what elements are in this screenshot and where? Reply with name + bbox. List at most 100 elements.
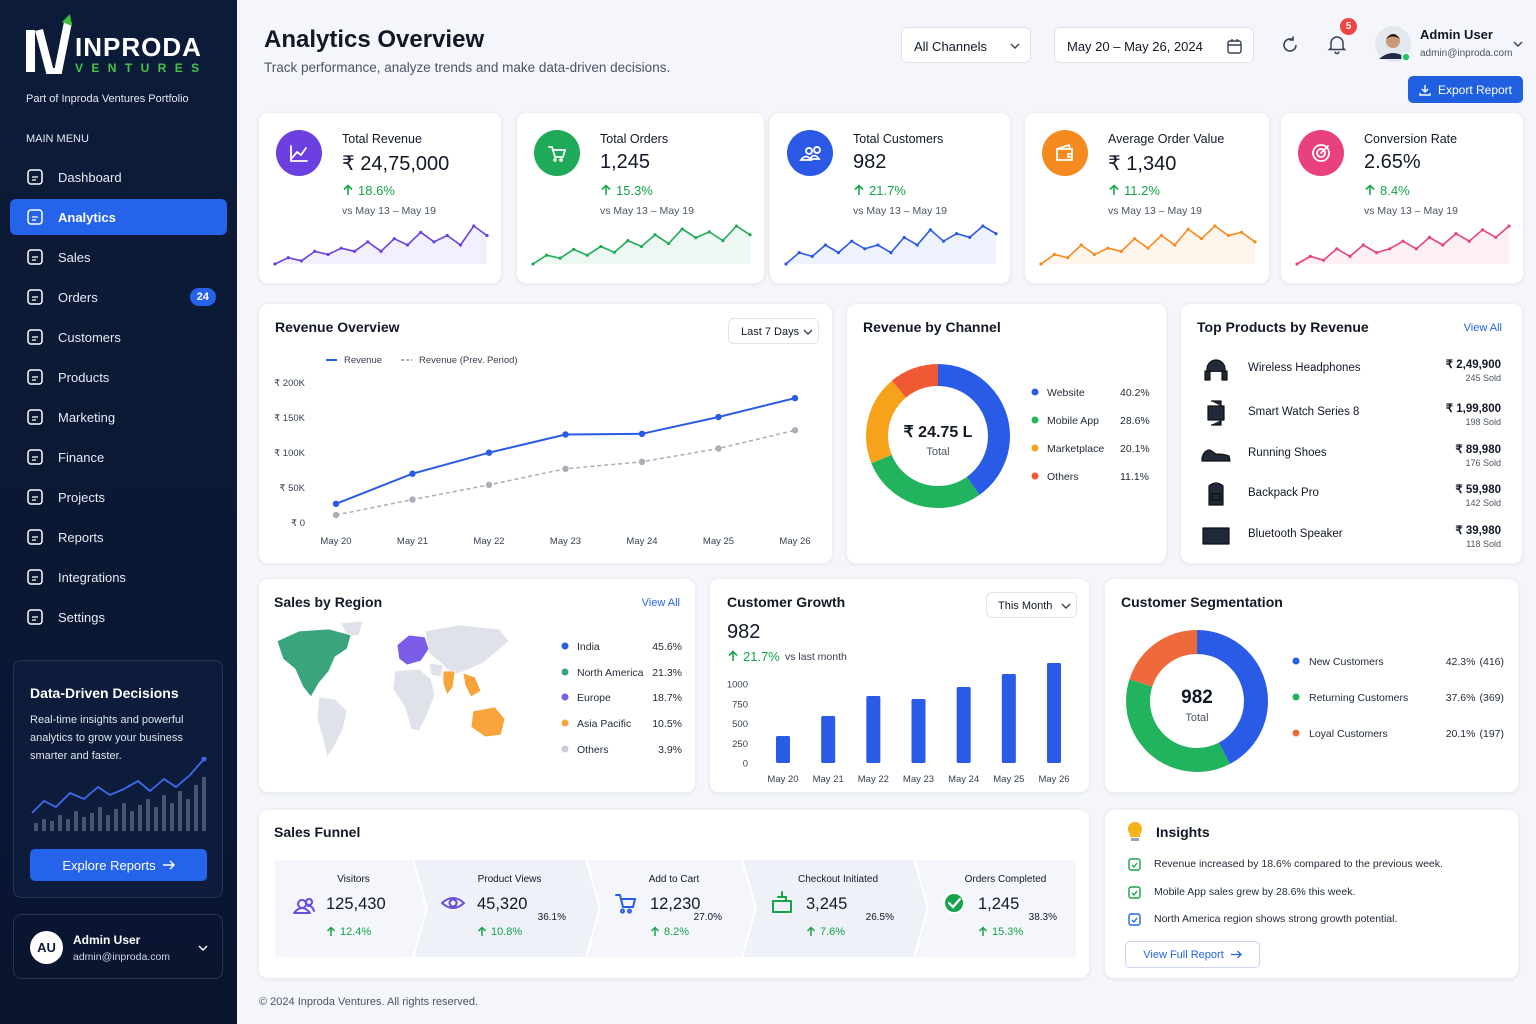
menu-item[interactable]: Reports <box>10 519 227 555</box>
menu-item[interactable]: Dashboard <box>10 159 227 195</box>
menu-item[interactable]: Products <box>10 359 227 395</box>
sparkline-point <box>366 240 370 244</box>
product-revenue: ₹ 2,49,900 <box>1445 359 1501 371</box>
menu-label: Dashboard <box>58 169 122 185</box>
chevron-icon <box>1513 41 1523 47</box>
notification-badge: 5 <box>1340 18 1357 35</box>
menu-item[interactable]: Projects <box>10 479 227 515</box>
arrow-up-icon <box>1109 184 1119 195</box>
sparkline-point <box>850 239 854 243</box>
legend-dot <box>1031 388 1039 396</box>
menu-item[interactable]: Finance <box>10 439 227 475</box>
series-point <box>791 427 799 434</box>
legend-label: North America <box>577 667 644 679</box>
user-avatar: AU <box>30 931 63 964</box>
sparkline-point <box>1159 233 1163 238</box>
menu-item[interactable]: Customers <box>10 319 227 355</box>
sparkline-point <box>392 237 396 241</box>
legend-label: Others <box>1047 471 1079 483</box>
legend-label: Revenue <box>344 355 382 366</box>
menu-icon-detail <box>32 176 38 181</box>
y-tick-label: 0 <box>743 759 748 770</box>
sparkline-point <box>1401 239 1405 243</box>
legend-label: India <box>577 641 600 653</box>
map-region <box>424 624 510 676</box>
sparkline-point <box>1441 243 1445 247</box>
full-report-button[interactable]: View Full Report <box>1125 941 1260 968</box>
sparkline-point <box>1295 262 1299 266</box>
sparkline-area <box>1297 226 1509 264</box>
sparkline-point <box>1092 252 1097 257</box>
kpi-change: 15.3% <box>616 183 653 198</box>
kpi-label: Average Order Value <box>1108 132 1225 146</box>
export-label: Export Report <box>1437 82 1513 97</box>
view-all-link[interactable]: View All <box>641 597 680 609</box>
view-all-link[interactable]: View All <box>1463 322 1502 334</box>
header-user-email: admin@inproda.com <box>1420 48 1513 59</box>
card-title: Customer Segmentation <box>1121 594 1283 610</box>
menu-icon <box>27 369 43 385</box>
menu-label: Integrations <box>58 569 126 585</box>
bell-icon[interactable] <box>1327 34 1347 55</box>
menu-icon-shape <box>27 529 43 545</box>
menu-icon-detail <box>32 616 38 621</box>
menu-icon-shape <box>27 209 43 225</box>
kpi-change: 21.7% <box>869 183 906 198</box>
arrow-up-icon <box>806 926 816 936</box>
kpi-card: Total Orders 1,245 15.3% vs May 13 – May 19 <box>516 112 765 284</box>
tagline: Part of Inproda Ventures Portfolio <box>26 93 189 105</box>
chevron-icon <box>198 945 208 951</box>
funnel-change: 8.2% <box>664 926 689 938</box>
menu-item[interactable]: Integrations <box>10 559 227 595</box>
funnel-icon <box>772 891 792 913</box>
menu-item[interactable]: Marketing <box>10 399 227 435</box>
menu-icon-detail <box>32 256 38 261</box>
explore-button[interactable]: Explore Reports <box>30 849 207 881</box>
funnel-value: 45,320 <box>477 895 527 913</box>
y-tick-label: ₹ 200K <box>274 378 306 389</box>
sparkline-point <box>1079 243 1083 247</box>
kpi-period: vs May 13 – May 19 <box>853 205 947 217</box>
map-region <box>462 672 482 698</box>
sparkline-point <box>734 224 739 228</box>
sparkline-point <box>286 256 290 260</box>
donut-chart: ₹ 24.75 L Total Website 40.2% Mobile App 28.6… <box>866 364 1150 508</box>
refresh-icon[interactable] <box>1280 35 1300 55</box>
sparkline-point <box>1173 243 1177 247</box>
promo-bars <box>34 777 206 831</box>
chevron-icon <box>803 329 813 335</box>
range-select[interactable]: This Month <box>986 592 1077 618</box>
donut-center-value: ₹ 24.75 L <box>904 424 973 441</box>
legend-dot <box>1031 472 1039 480</box>
menu-label: Orders <box>58 289 98 305</box>
date-picker[interactable]: May 20 – May 26, 2024 <box>1054 27 1254 63</box>
channel-select[interactable]: All Channels <box>901 27 1031 63</box>
export-button[interactable]: Export Report <box>1408 76 1523 103</box>
menu-label: Finance <box>58 449 105 465</box>
sparkline-point <box>339 246 343 250</box>
menu-item[interactable]: Sales <box>10 239 227 275</box>
menu-icon-detail <box>32 376 38 381</box>
y-tick-label: ₹ 150K <box>274 413 306 424</box>
y-tick-label: 500 <box>732 719 748 730</box>
series-point <box>562 465 569 472</box>
user-avatar[interactable] <box>1374 25 1412 63</box>
menu-icon <box>27 249 43 265</box>
user-box[interactable]: AU Admin User admin@inproda.com <box>13 914 223 979</box>
legend-value: 37.6% (369) <box>1446 692 1504 704</box>
sparkline-point <box>1414 247 1418 251</box>
donut-segment <box>1126 630 1268 772</box>
menu-label: Marketing <box>58 409 116 425</box>
bulb-icon <box>1127 821 1143 837</box>
sparkline-point <box>1308 254 1312 258</box>
menu-icon <box>27 409 43 425</box>
range-select[interactable]: Last 7 Days <box>728 318 819 344</box>
menu-icon-shape <box>27 249 43 265</box>
menu-item[interactable]: Settings <box>10 599 227 635</box>
series-point <box>791 394 799 402</box>
kpi-icon-glyph <box>290 145 308 162</box>
legend-dot <box>561 693 569 701</box>
menu-item[interactable]: Orders 24 <box>10 279 227 315</box>
sparkline-point <box>981 224 985 228</box>
menu-item[interactable]: Analytics <box>10 199 227 235</box>
